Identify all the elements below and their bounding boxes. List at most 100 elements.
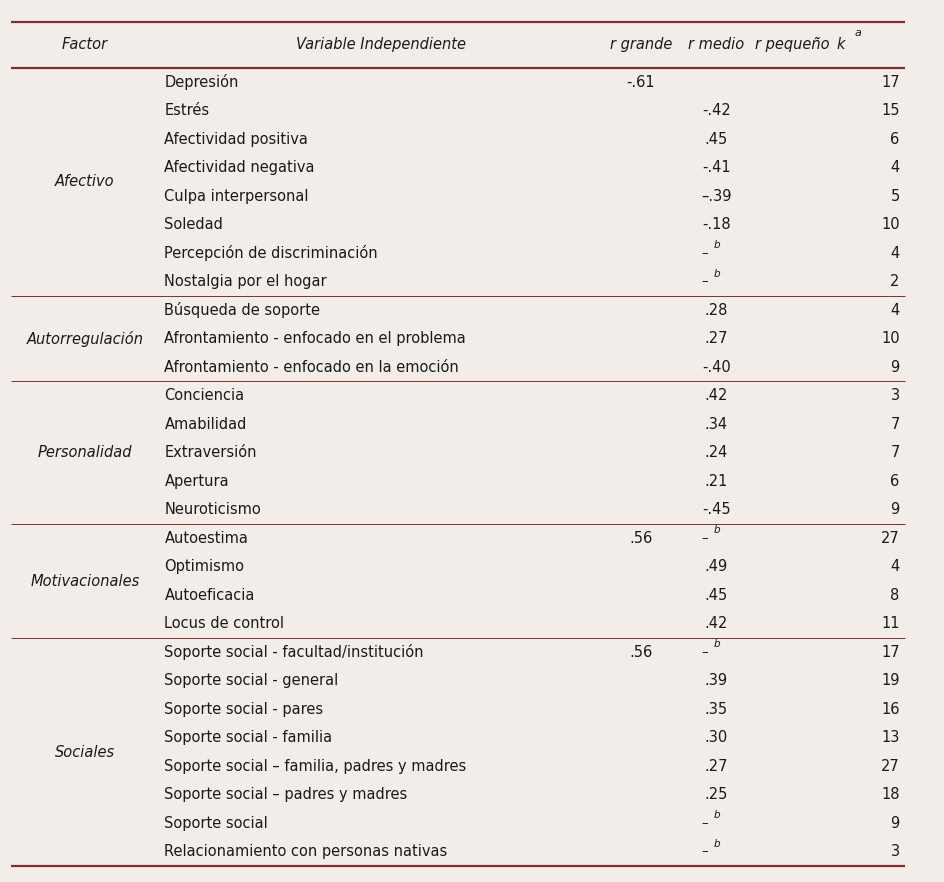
Text: -.45: -.45 (701, 502, 730, 517)
Text: b: b (713, 639, 719, 649)
Text: k: k (836, 37, 844, 53)
Text: 17: 17 (880, 75, 899, 90)
Text: -.42: -.42 (701, 103, 730, 118)
Text: .56: .56 (629, 531, 651, 546)
Text: .25: .25 (704, 788, 727, 803)
Text: 7: 7 (889, 417, 899, 432)
Text: 17: 17 (880, 645, 899, 660)
Text: b: b (713, 240, 719, 250)
Text: .34: .34 (704, 417, 727, 432)
Text: Soporte social – familia, padres y madres: Soporte social – familia, padres y madre… (164, 759, 466, 774)
Text: –.39: –.39 (700, 189, 731, 204)
Text: Culpa interpersonal: Culpa interpersonal (164, 189, 309, 204)
Text: 10: 10 (880, 217, 899, 232)
Text: Amabilidad: Amabilidad (164, 417, 246, 432)
Text: Personalidad: Personalidad (38, 445, 132, 460)
Text: .30: .30 (704, 730, 727, 745)
Text: –: – (700, 845, 708, 858)
Text: -.40: -.40 (701, 360, 730, 375)
Text: r grande: r grande (609, 37, 671, 53)
Text: Optimismo: Optimismo (164, 559, 244, 574)
Text: .45: .45 (704, 131, 727, 146)
Text: 8: 8 (889, 587, 899, 602)
Text: 15: 15 (880, 103, 899, 118)
Text: Afrontamiento - enfocado en el problema: Afrontamiento - enfocado en el problema (164, 332, 465, 347)
Text: Depresión: Depresión (164, 74, 239, 90)
Text: b: b (713, 526, 719, 535)
Text: Apertura: Apertura (164, 474, 228, 489)
Text: .45: .45 (704, 587, 727, 602)
Text: –: – (700, 817, 708, 830)
Text: –: – (700, 275, 708, 288)
Text: Soporte social - pares: Soporte social - pares (164, 702, 323, 717)
Text: a: a (853, 27, 860, 38)
Text: 10: 10 (880, 332, 899, 347)
Text: -.18: -.18 (701, 217, 730, 232)
Text: -.61: -.61 (626, 75, 654, 90)
Text: b: b (713, 811, 719, 820)
Text: Soledad: Soledad (164, 217, 223, 232)
Text: –: – (700, 532, 708, 545)
Text: Soporte social: Soporte social (164, 816, 268, 831)
Text: Locus de control: Locus de control (164, 617, 284, 632)
Text: 3: 3 (889, 388, 899, 403)
Text: b: b (713, 839, 719, 849)
Text: 4: 4 (889, 161, 899, 176)
Text: 19: 19 (880, 673, 899, 688)
Text: 16: 16 (880, 702, 899, 717)
Text: Sociales: Sociales (55, 744, 115, 759)
Text: r pequeño: r pequeño (754, 37, 828, 53)
Text: Extraversión: Extraversión (164, 445, 257, 460)
Text: -.41: -.41 (701, 161, 730, 176)
Text: 27: 27 (880, 759, 899, 774)
Text: 3: 3 (889, 844, 899, 859)
Text: .24: .24 (704, 445, 727, 460)
Text: 9: 9 (889, 502, 899, 517)
Text: Soporte social - general: Soporte social - general (164, 673, 338, 688)
Text: –: – (700, 247, 708, 259)
Text: Afectivo: Afectivo (55, 175, 115, 190)
Text: .42: .42 (704, 388, 727, 403)
Text: .27: .27 (704, 759, 727, 774)
Text: 5: 5 (889, 189, 899, 204)
Text: Factor: Factor (62, 37, 108, 53)
Text: Nostalgia por el hogar: Nostalgia por el hogar (164, 274, 327, 289)
Text: Autorregulación: Autorregulación (26, 331, 143, 347)
Text: 7: 7 (889, 445, 899, 460)
Text: .56: .56 (629, 645, 651, 660)
Text: .35: .35 (704, 702, 727, 717)
Text: 11: 11 (880, 617, 899, 632)
Text: Afectividad negativa: Afectividad negativa (164, 161, 314, 176)
Text: Soporte social - facultad/institución: Soporte social - facultad/institución (164, 645, 424, 661)
Text: Conciencia: Conciencia (164, 388, 244, 403)
Text: Autoestima: Autoestima (164, 531, 248, 546)
Text: Motivacionales: Motivacionales (30, 573, 140, 588)
Text: 6: 6 (889, 131, 899, 146)
Text: 18: 18 (880, 788, 899, 803)
Text: Soporte social - familia: Soporte social - familia (164, 730, 332, 745)
Text: 2: 2 (889, 274, 899, 289)
Text: .27: .27 (704, 332, 727, 347)
Text: 13: 13 (881, 730, 899, 745)
Text: .21: .21 (704, 474, 727, 489)
Text: 6: 6 (889, 474, 899, 489)
Text: Soporte social – padres y madres: Soporte social – padres y madres (164, 788, 407, 803)
Text: Estrés: Estrés (164, 103, 210, 118)
Text: r medio: r medio (687, 37, 744, 53)
Text: Afectividad positiva: Afectividad positiva (164, 131, 308, 146)
Text: .42: .42 (704, 617, 727, 632)
Text: Relacionamiento con personas nativas: Relacionamiento con personas nativas (164, 844, 447, 859)
Text: 27: 27 (880, 531, 899, 546)
Text: Afrontamiento - enfocado en la emoción: Afrontamiento - enfocado en la emoción (164, 360, 459, 375)
Text: Variable Independiente: Variable Independiente (295, 37, 465, 53)
Text: 9: 9 (889, 360, 899, 375)
Text: Neuroticismo: Neuroticismo (164, 502, 261, 517)
Text: 4: 4 (889, 559, 899, 574)
Text: b: b (713, 269, 719, 279)
Text: Percepción de discriminación: Percepción de discriminación (164, 245, 378, 261)
Text: 4: 4 (889, 246, 899, 261)
Text: Autoeficacia: Autoeficacia (164, 587, 255, 602)
Text: 4: 4 (889, 303, 899, 318)
Text: –: – (700, 646, 708, 659)
Text: .28: .28 (704, 303, 727, 318)
